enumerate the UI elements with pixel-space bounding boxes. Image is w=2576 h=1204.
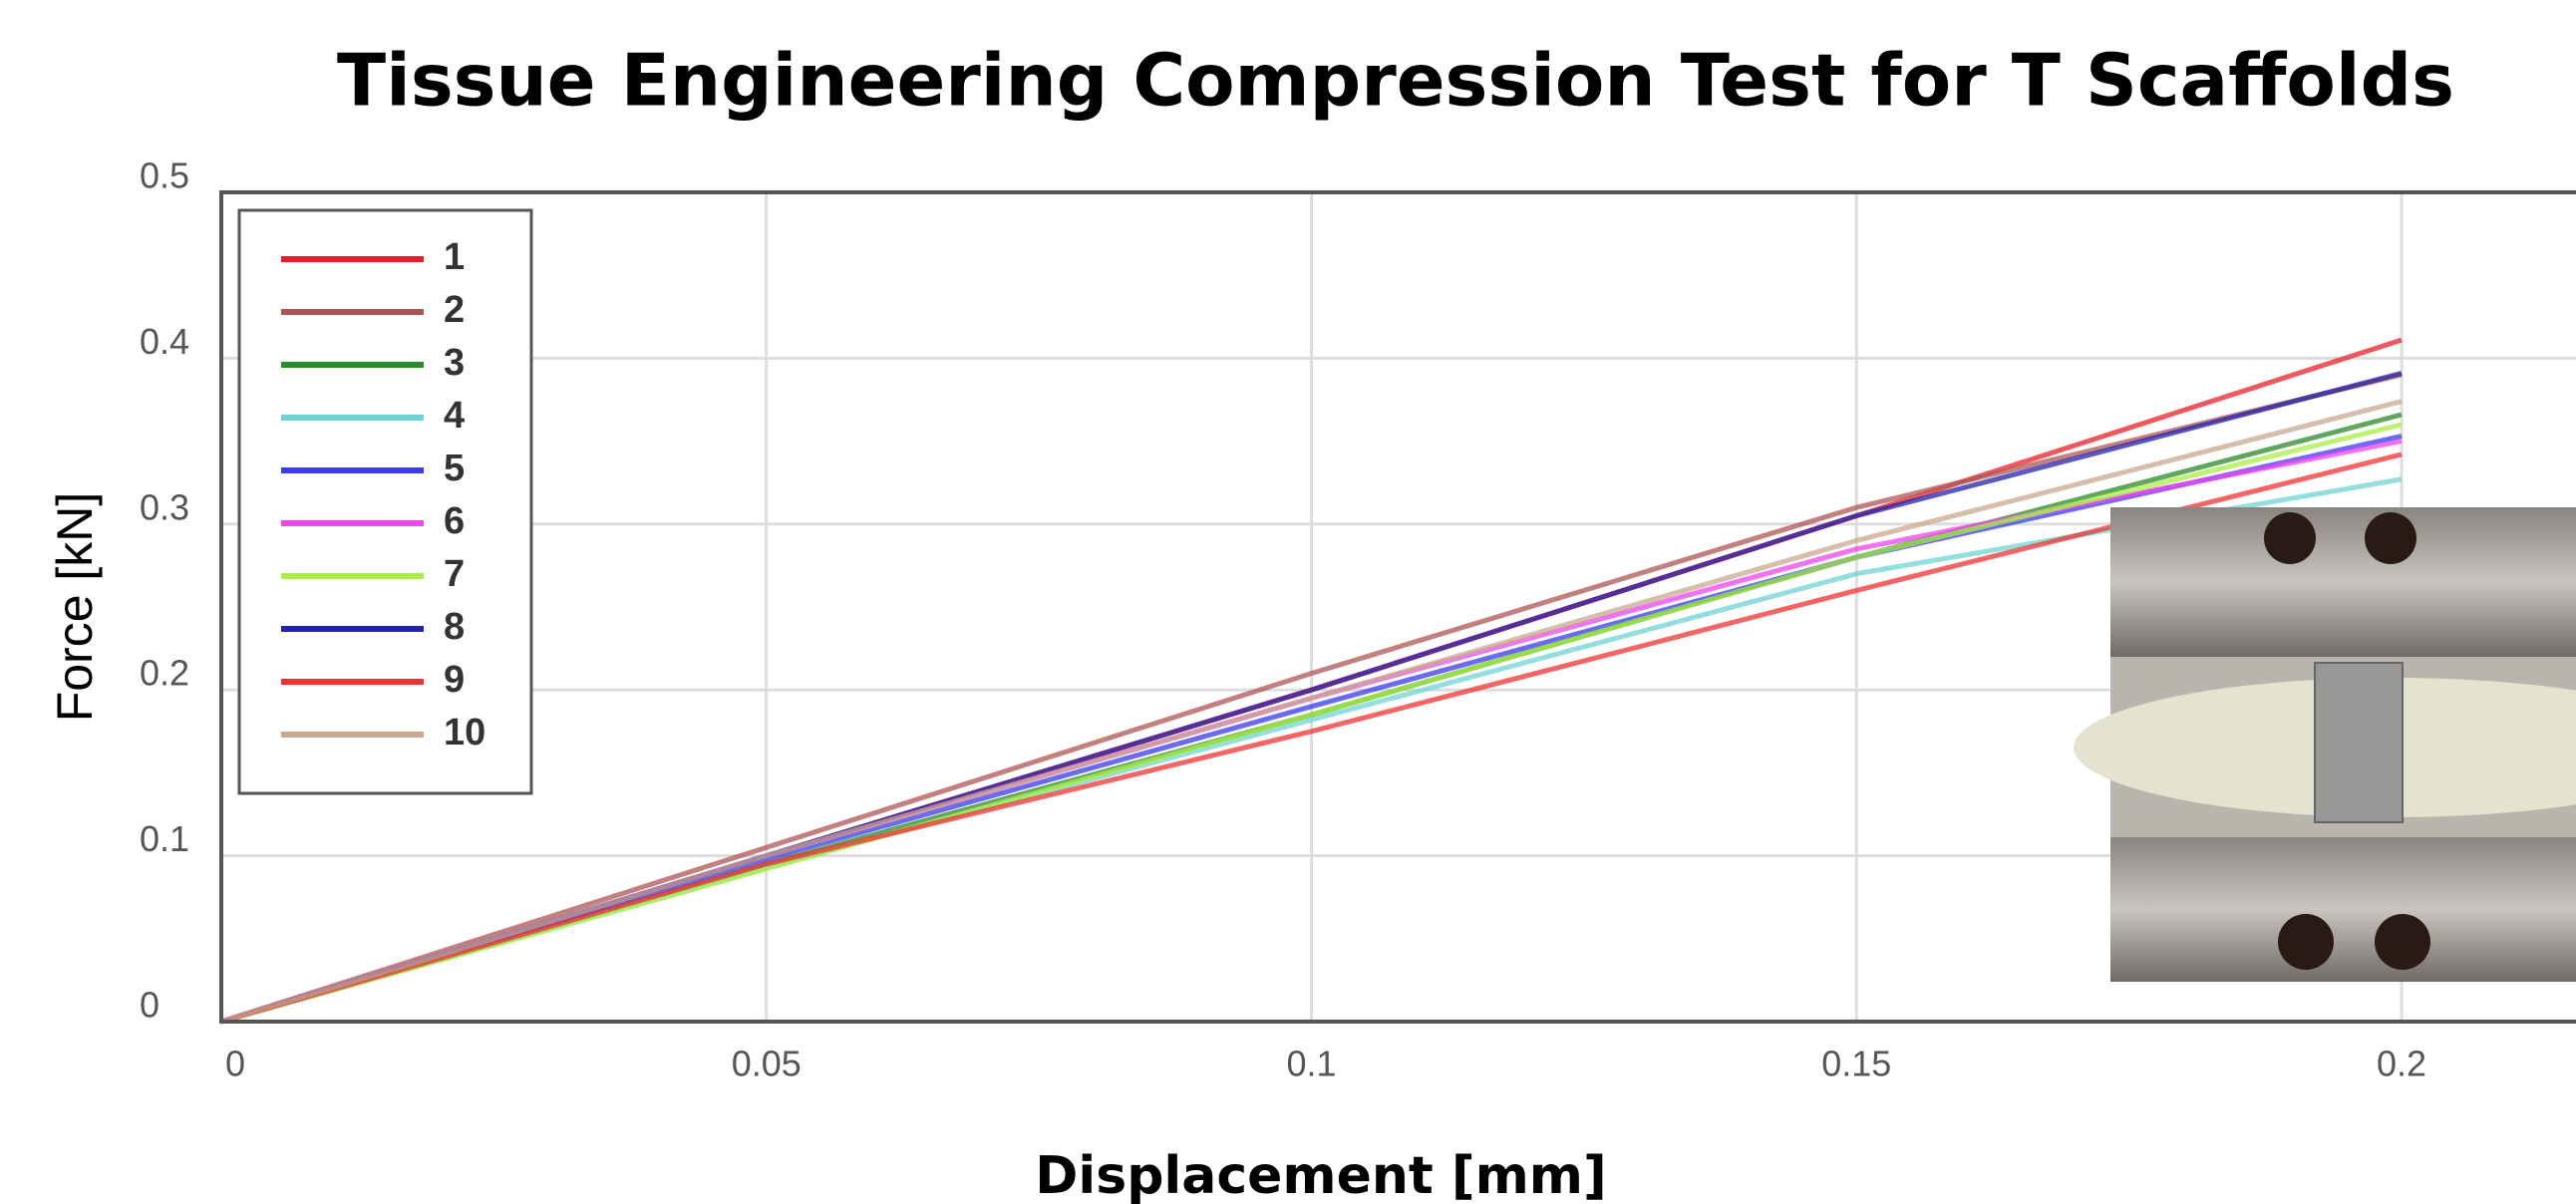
legend-label: 1 xyxy=(444,236,465,278)
legend-box xyxy=(237,208,533,795)
lower-platen xyxy=(2110,837,2576,982)
y-tick-label: 0.3 xyxy=(140,486,189,527)
series-line xyxy=(220,422,2403,1025)
legend-label: 9 xyxy=(444,659,465,701)
series-line xyxy=(220,372,2403,1025)
x-tick-label: 0.15 xyxy=(1821,1044,1891,1084)
legend: 1 2 3 4 5 6 7 8 9 10 xyxy=(237,208,533,795)
y-tick-label: 0 xyxy=(140,985,160,1026)
upper-platen xyxy=(2110,507,2576,657)
legend-label: 6 xyxy=(444,500,465,542)
inset-photo xyxy=(2074,507,2576,982)
y-tick-label: 0.4 xyxy=(140,321,189,362)
y-tick-label: 0.5 xyxy=(140,155,189,196)
hole xyxy=(2365,512,2416,564)
x-tick-label: 0.1 xyxy=(1286,1044,1336,1084)
hole xyxy=(2375,914,2430,970)
legend-label: 8 xyxy=(444,606,465,648)
series-line xyxy=(220,399,2403,1025)
y-tick-label: 0.1 xyxy=(140,818,189,859)
legend-label: 10 xyxy=(444,712,485,753)
x-tick-label: 0.05 xyxy=(732,1044,802,1084)
x-tick-label: 0 xyxy=(225,1044,245,1084)
chart-title: Tissue Engineering Compression Test for … xyxy=(337,39,2454,123)
legend-label: 5 xyxy=(444,448,465,489)
series-line xyxy=(220,452,2403,1025)
scaffold xyxy=(2314,662,2404,823)
y-tick-label: 0.2 xyxy=(140,653,189,694)
hole xyxy=(2278,914,2334,970)
hole xyxy=(2264,512,2316,564)
legend-label: 4 xyxy=(444,395,465,437)
legend-label: 7 xyxy=(444,553,465,595)
lines xyxy=(220,337,2403,1025)
legend-label: 2 xyxy=(444,289,465,331)
y-axis-title: Force [kN] xyxy=(47,492,103,723)
plot-frame xyxy=(219,190,2576,1024)
legend-label: 3 xyxy=(444,342,465,384)
x-axis-title: Displacement [mm] xyxy=(1035,1146,1607,1204)
x-tick-label: 0.2 xyxy=(2377,1044,2426,1084)
